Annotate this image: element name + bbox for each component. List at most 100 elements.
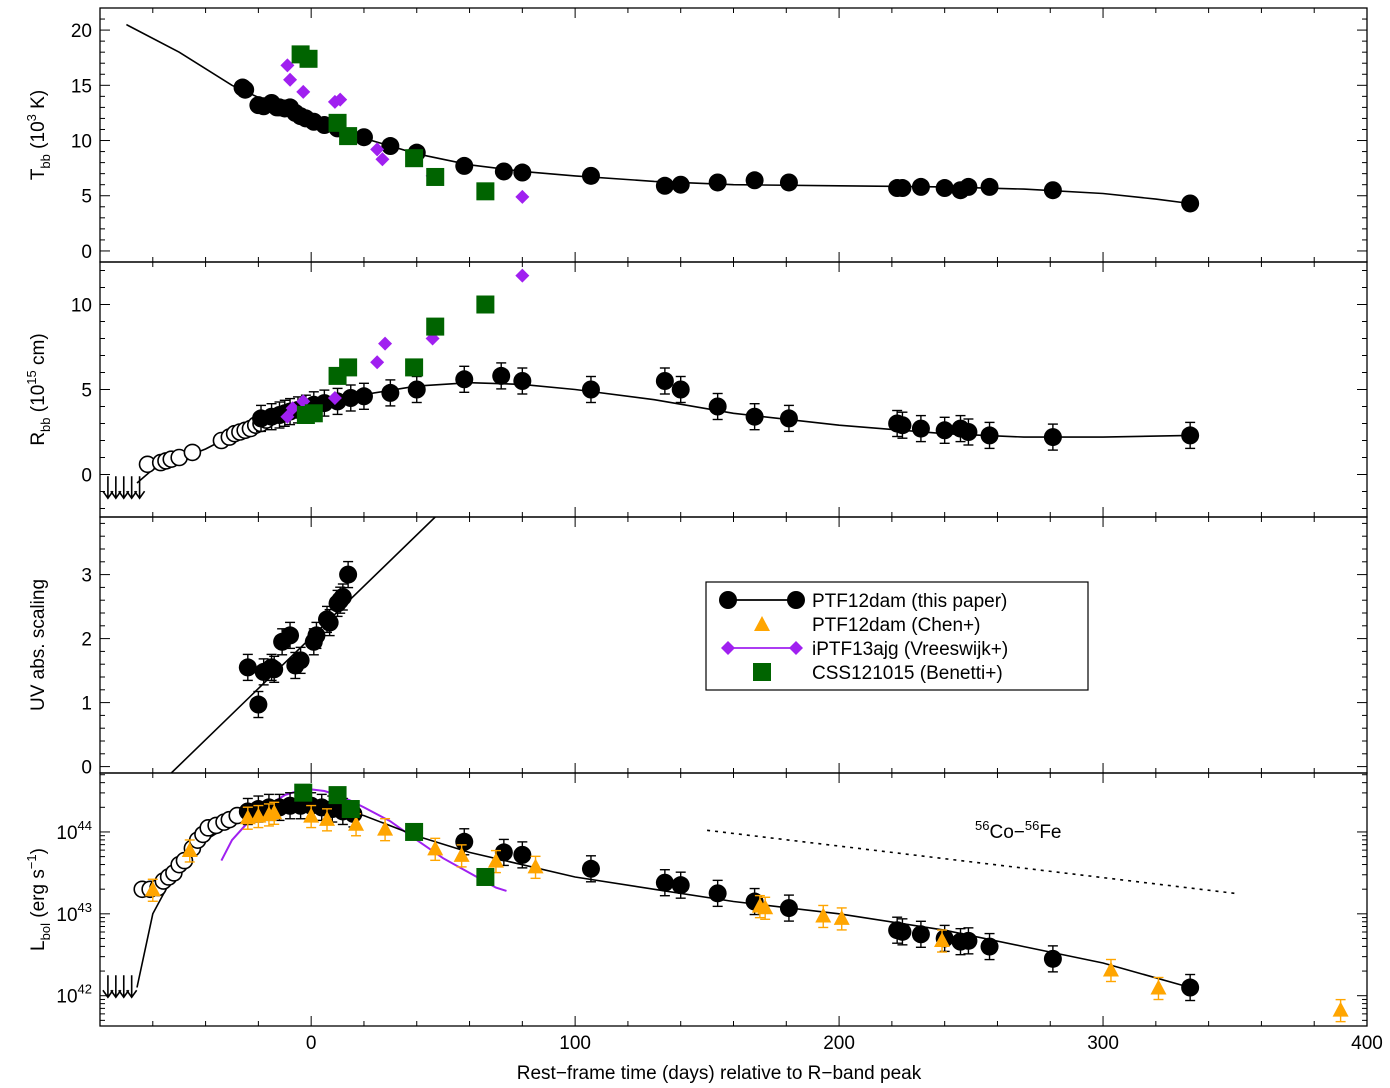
data-point xyxy=(494,843,513,862)
y-tick-label: 1043 xyxy=(56,900,92,926)
data-point xyxy=(515,189,530,204)
data-point xyxy=(453,846,470,862)
y-tick-label: 0 xyxy=(81,466,92,487)
data-point xyxy=(708,884,727,903)
data-point xyxy=(893,922,912,941)
series xyxy=(252,362,1200,451)
x-tick-label: 400 xyxy=(1351,1033,1383,1054)
legend-marker xyxy=(754,616,770,631)
data-point xyxy=(280,58,295,73)
panel-3: 0 1 2 3 UV abs. scaling xyxy=(28,516,1368,779)
y-tick-label: 3 xyxy=(81,566,92,587)
data-point xyxy=(1332,1001,1349,1017)
data-point xyxy=(1150,979,1167,995)
data-point xyxy=(370,142,385,157)
data-point xyxy=(527,858,544,874)
data-point xyxy=(833,909,850,925)
data-point xyxy=(265,660,284,679)
data-point xyxy=(249,695,268,714)
plot-area xyxy=(170,517,436,773)
data-point xyxy=(655,873,674,892)
data-point xyxy=(513,163,532,182)
data-point xyxy=(307,626,326,645)
data-point xyxy=(236,80,255,99)
data-point xyxy=(339,358,358,377)
data-point xyxy=(487,852,504,868)
data-point xyxy=(671,380,690,399)
legend-entry: CSS121015 (Benetti+) xyxy=(753,663,1003,684)
data-point xyxy=(304,404,323,423)
data-point xyxy=(183,443,202,462)
data-point xyxy=(455,370,474,389)
y-axis-label: UV abs. scaling xyxy=(28,579,49,711)
data-point xyxy=(476,182,495,201)
data-point xyxy=(319,810,336,826)
upper-limit-arrow xyxy=(110,975,122,999)
co-decay-line xyxy=(707,829,1236,895)
legend-marker xyxy=(787,591,805,609)
data-point xyxy=(405,358,424,377)
data-point xyxy=(266,804,283,820)
data-point xyxy=(708,397,727,416)
upper-limit-arrow xyxy=(102,975,114,999)
data-point xyxy=(745,407,764,426)
upper-limit-arrow xyxy=(118,476,130,500)
x-tick-label: 300 xyxy=(1087,1033,1119,1054)
data-point xyxy=(935,179,954,198)
series xyxy=(238,560,358,719)
data-point xyxy=(296,84,311,99)
series xyxy=(144,801,1349,1023)
panel-frame xyxy=(99,261,1368,518)
decay-annotation: 56Co−56Fe xyxy=(975,818,1062,843)
x-tick-label: 0 xyxy=(306,1033,317,1054)
data-point xyxy=(515,268,530,283)
data-point xyxy=(494,162,513,181)
data-point xyxy=(815,907,832,923)
data-point xyxy=(333,588,352,606)
data-point xyxy=(655,372,674,390)
data-point xyxy=(327,391,342,405)
data-point xyxy=(281,626,300,645)
data-point xyxy=(513,845,532,864)
data-point xyxy=(291,651,310,670)
model-line xyxy=(136,381,1191,484)
data-point xyxy=(299,49,318,68)
x-tick-label: 200 xyxy=(823,1033,855,1054)
legend-entry: iPTF13ajg (Vreeswijk+) xyxy=(721,639,1008,660)
data-point xyxy=(375,152,390,167)
data-point xyxy=(407,380,426,399)
data-point xyxy=(1181,978,1200,997)
y-tick-label: 10 xyxy=(71,132,92,153)
data-point xyxy=(1102,961,1119,977)
data-point xyxy=(779,409,798,428)
data-point xyxy=(980,426,999,445)
plot-area xyxy=(102,268,1200,500)
upper-limit-arrow xyxy=(126,975,138,999)
data-point xyxy=(303,807,320,823)
data-point xyxy=(348,815,365,831)
data-point xyxy=(381,137,400,156)
data-point xyxy=(492,366,511,385)
data-point xyxy=(980,937,999,956)
legend-label: PTF12dam (Chen+) xyxy=(812,615,980,636)
data-point xyxy=(1181,426,1200,445)
data-point xyxy=(339,127,358,146)
data-point xyxy=(455,156,474,175)
data-point xyxy=(405,822,424,841)
data-point xyxy=(328,786,347,805)
data-point xyxy=(476,867,495,886)
data-point xyxy=(934,932,951,948)
y-axis-label: Rbb (1015 cm) xyxy=(24,333,53,445)
data-point xyxy=(581,859,600,878)
y-tick-label: 1042 xyxy=(56,982,92,1008)
data-point xyxy=(911,925,930,944)
data-point xyxy=(911,177,930,196)
data-point xyxy=(181,841,198,857)
data-point xyxy=(893,416,912,435)
data-point xyxy=(341,800,360,819)
legend-marker xyxy=(753,663,771,681)
x-tick-label: 100 xyxy=(559,1033,591,1054)
data-point xyxy=(708,173,727,192)
